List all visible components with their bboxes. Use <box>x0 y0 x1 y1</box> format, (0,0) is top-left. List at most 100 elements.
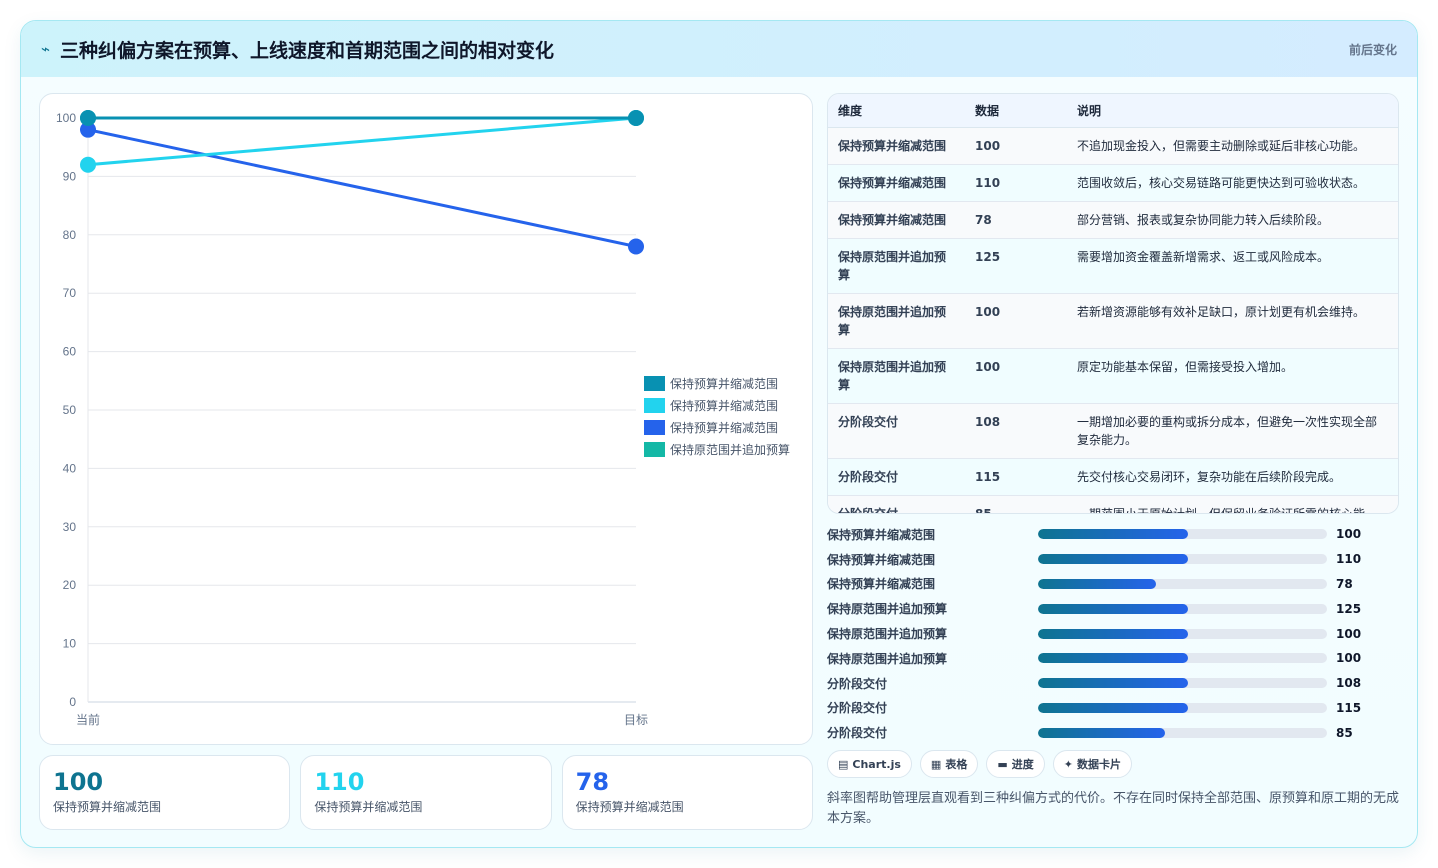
chip-progress[interactable]: ▬ 进度 <box>986 750 1045 778</box>
progress-row: 保持预算并缩减范围 110 <box>827 547 1399 572</box>
table-cell-dimension: 分阶段交付 <box>838 506 899 514</box>
card-header: ⌁ 三种纠偏方案在预算、上线速度和首期范围之间的相对变化 前后变化 <box>21 21 1417 77</box>
progress-row: 分阶段交付 85 <box>827 720 1399 745</box>
data-point <box>628 238 644 255</box>
table-row: 保持原范围并追加预算 100 若新增资源能够有效补足缺口，原计划更有机会维持。 <box>828 293 1398 349</box>
progress-track <box>1038 653 1327 664</box>
legend-label: 保持预算并缩减范围 <box>670 398 778 413</box>
progress-label: 保持原范围并追加预算 <box>827 602 948 617</box>
table-cell-value: 78 <box>965 201 1067 239</box>
table-cell-value: 108 <box>965 403 1067 459</box>
progress-track <box>1038 727 1327 738</box>
x-tick-label: 当前 <box>76 712 100 727</box>
table-cell-value: 115 <box>965 458 1067 496</box>
progress-label: 分阶段交付 <box>827 676 888 691</box>
dashboard-card: ⌁ 三种纠偏方案在预算、上线速度和首期范围之间的相对变化 前后变化 0 10 20 3… <box>20 20 1418 848</box>
table-cell-description: 范围收敛后，核心交易链路可能更快达到可验收状态。 <box>1067 164 1398 202</box>
table-row: 分阶段交付 85 一期范围小于原始计划，但保留业务验证所需的核心能力。 <box>828 495 1398 514</box>
progress-track <box>1038 578 1327 589</box>
progress-row: 保持预算并缩减范围 78 <box>827 572 1399 597</box>
table-cell-description: 一期增加必要的重构或拆分成本，但避免一次性实现全部复杂能力。 <box>1067 403 1398 459</box>
table-cell-dimension: 保持原范围并追加预算 <box>828 348 965 404</box>
y-tick-label: 50 <box>63 403 77 417</box>
slope-chart: 0 10 20 30 40 50 60 70 80 90 100 当前 目标 保持预算并缩减范围保持预算并… <box>56 110 790 727</box>
progress-label: 保持预算并缩减范围 <box>827 527 936 542</box>
table-cell-description: 若新增资源能够有效补足缺口，原计划更有机会维持。 <box>1067 293 1398 349</box>
tag-chips: ▤ Chart.js ▦ 表格 ▬ 进度 ✦ 数据卡片 <box>827 750 1132 778</box>
footer-note: 斜率图帮助管理层直观看到三种纠偏方式的代价。不存在同时保持全部范围、原预算和原工… <box>827 791 1400 826</box>
data-point <box>80 156 96 173</box>
progress-track <box>1038 678 1327 689</box>
slope-chart-panel: 0 10 20 30 40 50 60 70 80 90 100 当前 目标 保持预算并缩减范围 保持预算并… <box>39 93 813 745</box>
y-tick-label: 80 <box>63 228 77 242</box>
progress-track <box>1038 554 1327 565</box>
stat-value: 100 <box>53 768 104 796</box>
table-cell-description: 不追加现金投入，但需要主动删除或延后非核心功能。 <box>1067 127 1398 165</box>
table-row: 分阶段交付 108 一期增加必要的重构或拆分成本，但避免一次性实现全部复杂能力。 <box>828 403 1398 459</box>
card-title: 三种纠偏方案在预算、上线速度和首期范围之间的相对变化 <box>60 39 555 62</box>
table-header-row: 维度 数据 说明 <box>828 94 1398 128</box>
progress-track <box>1038 628 1327 639</box>
stat-value: 78 <box>575 768 610 796</box>
chip-chart[interactable]: ▤ Chart.js <box>827 750 912 778</box>
y-tick-label: 60 <box>63 345 77 359</box>
progress-fill <box>1038 702 1189 713</box>
table-row: 保持原范围并追加预算 100 原定功能基本保留，但需接受投入增加。 <box>828 348 1398 404</box>
progress-value: 78 <box>1336 576 1353 591</box>
progress-value: 125 <box>1336 601 1362 616</box>
progress-fill <box>1038 678 1189 689</box>
progress-value: 100 <box>1336 527 1362 542</box>
legend-label: 保持预算并缩减范围 <box>670 420 778 435</box>
progress-fill <box>1038 727 1166 738</box>
chip-table[interactable]: ▦ 表格 <box>919 750 979 778</box>
sparkle-icon: ✦ <box>1063 757 1073 771</box>
data-table-panel: 维度 数据 说明 保持预算并缩减范围 100 不追加现金投入，但需要主动删除或延后非… <box>827 93 1399 514</box>
table-cell-description: 原定功能基本保留，但需接受投入增加。 <box>1067 348 1398 404</box>
table-cell-value: 100 <box>965 127 1067 165</box>
data-table: 维度 数据 说明 保持预算并缩减范围 100 不追加现金投入，但需要主动删除或延后非… <box>828 94 1398 514</box>
data-point <box>628 110 644 126</box>
y-tick-label: 10 <box>63 637 77 651</box>
progress-label: 分阶段交付 <box>827 726 888 741</box>
progress-label: 保持原范围并追加预算 <box>827 651 948 666</box>
progress-fill <box>1038 529 1189 540</box>
progress-fill <box>1038 578 1157 589</box>
progress-fill <box>1038 603 1189 614</box>
progress-track <box>1038 529 1327 540</box>
table-cell-dimension: 保持原范围并追加预算 <box>828 293 965 349</box>
progress-row: 保持预算并缩减范围 100 <box>827 522 1399 547</box>
progress-label: 保持原范围并追加预算 <box>827 627 948 642</box>
table-row: 保持预算并缩减范围 100 不追加现金投入，但需要主动删除或延后非核心功能。 <box>828 127 1398 165</box>
table-row: 分阶段交付 115 先交付核心交易闭环，复杂功能在后续阶段完成。 <box>828 458 1398 496</box>
y-tick-label: 90 <box>63 169 77 183</box>
table-cell-dimension: 保持预算并缩减范围 <box>828 127 965 165</box>
chip-sparkle[interactable]: ✦ 数据卡片 <box>1052 750 1132 778</box>
legend-label: 保持原范围并追加预算 <box>670 442 790 457</box>
legend-swatch <box>644 376 665 391</box>
stat-label: 保持预算并缩减范围 <box>53 800 162 814</box>
stat-cards: 100 保持预算并缩减范围 110 保持预算并缩减范围 78 保持预算并缩减范围 <box>39 755 813 830</box>
progress-value: 100 <box>1336 651 1362 666</box>
table-row: 保持预算并缩减范围 78 部分营销、报表或复杂协同能力转入后续阶段。 <box>828 201 1398 239</box>
header-tag: 前后变化 <box>1348 42 1397 57</box>
series-line <box>87 128 637 248</box>
table-cell-value: 125 <box>965 238 1067 294</box>
legend-swatch <box>644 398 665 413</box>
legend-swatch <box>644 420 665 435</box>
progress-track <box>1038 702 1327 713</box>
table-cell-description: 需要增加资金覆盖新增需求、返工或风险成本。 <box>1067 238 1398 294</box>
progress-track <box>1038 603 1327 614</box>
stat-label: 保持预算并缩减范围 <box>314 800 423 814</box>
table-header-value: 数据 <box>965 94 1067 128</box>
chip-label: 数据卡片 <box>1076 758 1121 771</box>
y-tick-label: 40 <box>63 461 77 475</box>
progress-bars: 保持预算并缩减范围 100 保持预算并缩减范围 110 保持预算并缩减范围 78 保持原范围… <box>827 522 1399 745</box>
y-tick-label: 20 <box>63 578 77 592</box>
table-cell-description: 一期范围小于原始计划，但保留业务验证所需的核心能力。 <box>1077 506 1366 514</box>
table-header-dimension: 维度 <box>828 94 965 128</box>
progress-row: 保持原范围并追加预算 100 <box>827 621 1399 646</box>
legend-swatch <box>644 442 665 457</box>
stat-card: 110 保持预算并缩减范围 <box>300 755 552 830</box>
table-cell-dimension: 保持预算并缩减范围 <box>828 201 965 239</box>
table-row: 保持预算并缩减范围 110 范围收敛后，核心交易链路可能更快达到可验收状态。 <box>828 164 1398 202</box>
